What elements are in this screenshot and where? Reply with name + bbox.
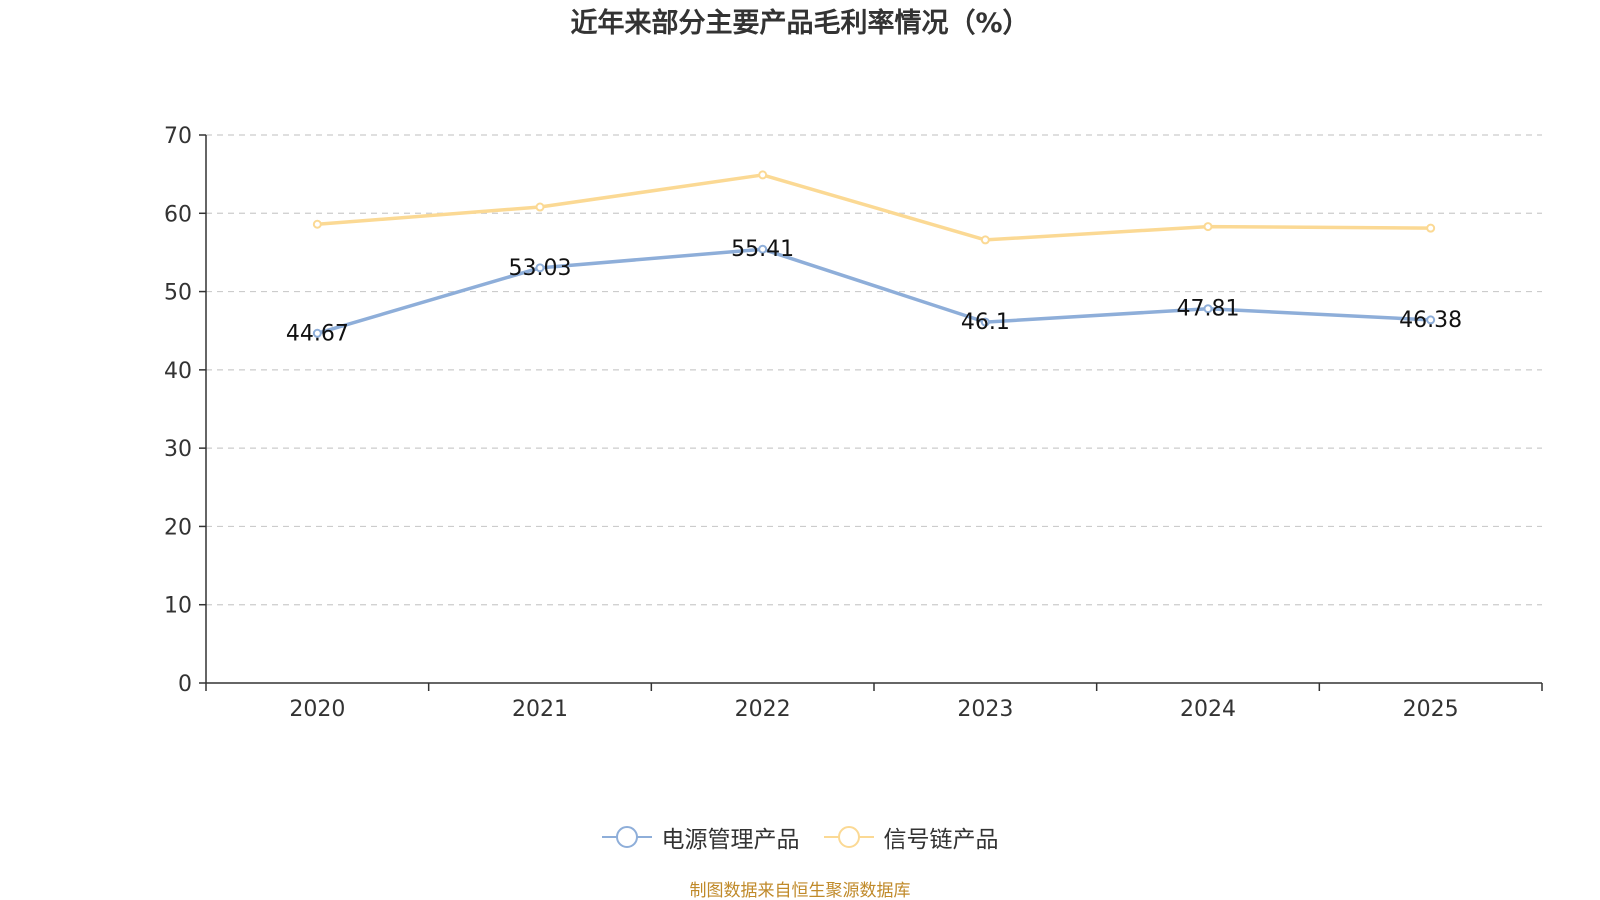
- data-label: 46.1: [961, 310, 1010, 335]
- x-tick-label: 2022: [735, 697, 791, 722]
- x-tick-label: 2020: [289, 697, 345, 722]
- data-point: [1203, 304, 1213, 314]
- legend-item-signal-chain[interactable]: 信号链产品: [823, 820, 999, 854]
- y-tick-label: 20: [164, 515, 192, 540]
- legend: 电源管理产品 信号链产品: [0, 820, 1600, 854]
- legend-label: 信号链产品: [883, 827, 999, 853]
- data-label: 53.03: [509, 256, 572, 281]
- grid-layer: [206, 134, 1542, 606]
- y-tick-label: 30: [164, 437, 192, 462]
- y-tick-label: 60: [164, 202, 192, 227]
- y-tick-label: 10: [164, 594, 192, 619]
- data-label: 46.38: [1399, 308, 1462, 333]
- data-point: [312, 328, 322, 338]
- data-point: [535, 202, 545, 212]
- data-point: [980, 317, 990, 327]
- x-tick-label: 2021: [512, 697, 568, 722]
- chart-title: 近年来部分主要产品毛利率情况（%）: [570, 8, 1030, 39]
- axis-layer: 0 10 20 30 40 50 60 70 2020 2021 2022 2023 2024 2025: [164, 124, 1543, 722]
- data-label: 55.41: [731, 237, 794, 262]
- data-point: [758, 170, 768, 180]
- y-tick-label: 0: [178, 672, 192, 697]
- x-tick-label: 2024: [1180, 697, 1236, 722]
- data-label: 44.67: [286, 321, 349, 346]
- data-point: [535, 263, 545, 273]
- y-tick-label: 50: [164, 281, 192, 306]
- source-note: 制图数据来自恒生聚源数据库: [689, 881, 911, 900]
- y-tick-label: 40: [164, 359, 192, 384]
- x-tick-label: 2025: [1403, 697, 1459, 722]
- series-line: [317, 173, 1431, 242]
- legend-label: 电源管理产品: [661, 827, 800, 853]
- data-point: [980, 235, 990, 245]
- x-tick-label: 2023: [957, 697, 1013, 722]
- y-tick-label: 70: [164, 124, 192, 149]
- legend-item-power-management[interactable]: 电源管理产品: [601, 820, 800, 854]
- data-point: [312, 219, 322, 229]
- series-line: [316, 247, 1431, 335]
- data-point: [1203, 222, 1213, 232]
- data-point: [1426, 223, 1436, 233]
- legend-line-circle-icon: [601, 826, 652, 848]
- data-label: 47.81: [1177, 297, 1240, 322]
- series-layer: [312, 170, 1436, 338]
- data-point: [758, 244, 768, 254]
- data-label-layer: 44.67 53.03 55.41 46.1 47.81 46.38: [286, 237, 1462, 346]
- data-point: [1426, 315, 1436, 325]
- legend-line-circle-icon: [823, 826, 874, 848]
